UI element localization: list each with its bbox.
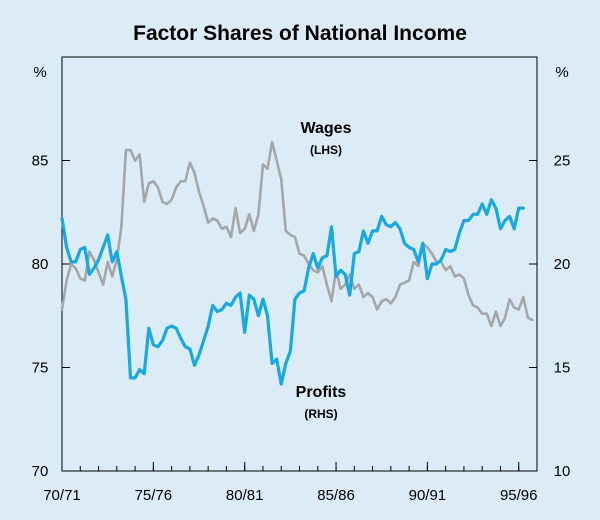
x-axis-tick-label: 75/76 <box>135 487 173 504</box>
wages-line <box>60 140 534 328</box>
tick-labels: 70 75 80 85 10 15 20 25 70/71 75/76 80/81 85/86 90/9… <box>32 153 571 505</box>
right-axis-tick-label: 10 <box>554 463 571 480</box>
left-axis-unit: % <box>33 64 46 81</box>
wages-series-label: Wages <box>301 120 352 137</box>
x-axis-tick-label: 85/86 <box>317 487 355 504</box>
x-axis-tick-label: 80/81 <box>226 487 264 504</box>
x-axis-tick-label: 90/91 <box>409 487 447 504</box>
profits-series-label: Profits <box>296 384 347 401</box>
x-axis-tick-label: 70/71 <box>43 487 81 504</box>
series-lines <box>60 140 534 386</box>
profits-line <box>60 198 525 386</box>
profits-axis-label: (RHS) <box>304 407 337 421</box>
left-axis-tick-label: 80 <box>32 256 49 273</box>
chart-title: Factor Shares of National Income <box>133 22 467 45</box>
right-axis-tick-label: 20 <box>554 256 571 273</box>
left-axis-tick-label: 75 <box>32 360 49 377</box>
left-axis-tick-label: 85 <box>32 153 49 170</box>
left-axis-tick-label: 70 <box>32 463 49 480</box>
right-axis-tick-label: 15 <box>554 360 571 377</box>
right-axis-tick-label: 25 <box>554 153 571 170</box>
wages-axis-label: (LHS) <box>310 143 342 157</box>
tick-marks <box>61 160 538 472</box>
x-axis-tick-label: 95/96 <box>500 487 538 504</box>
right-axis-unit: % <box>555 64 568 81</box>
